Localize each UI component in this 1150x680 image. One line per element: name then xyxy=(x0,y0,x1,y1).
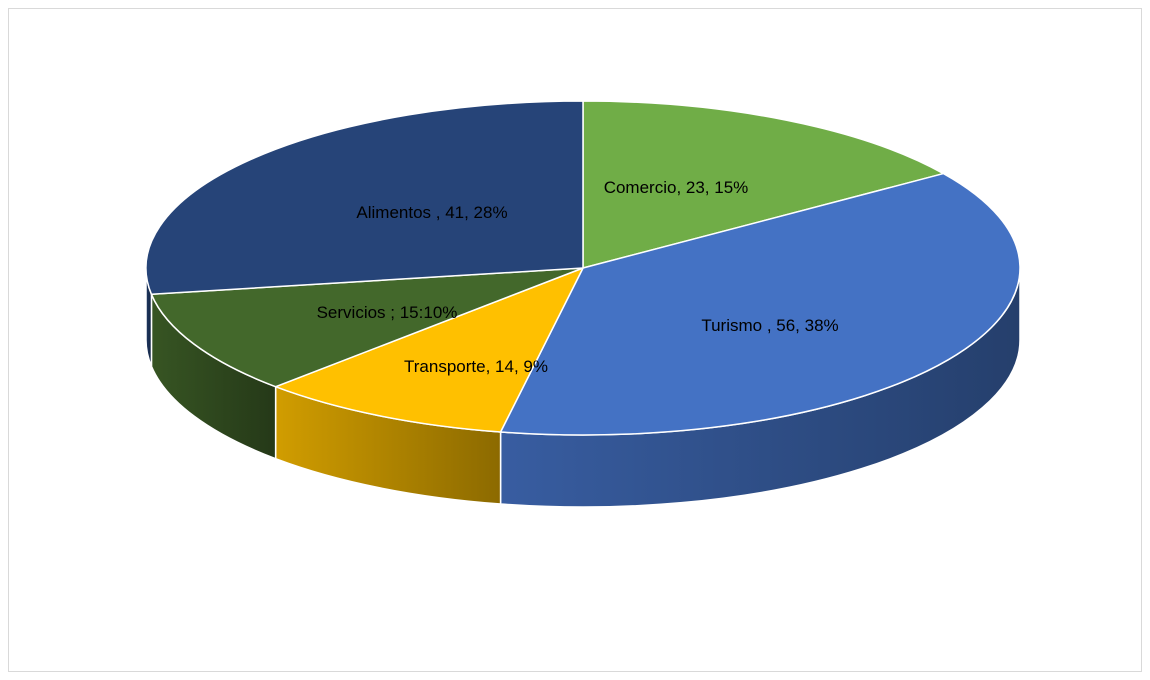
pie-labels: Comercio, 23, 15% Turismo , 56, 38% Transp… xyxy=(317,178,839,376)
pie-slice-alimentos xyxy=(145,100,584,296)
pie-slice-turismo xyxy=(499,172,1021,436)
pie-slices xyxy=(145,100,1021,436)
pie-slice-comercio xyxy=(582,100,945,269)
data-label-comercio: Comercio, 23, 15% xyxy=(604,178,749,197)
data-label-transporte: Transporte, 14, 9% xyxy=(404,357,548,376)
data-label-turismo: Turismo , 56, 38% xyxy=(701,316,838,335)
pie-slice-servicios xyxy=(150,267,584,388)
pie-slice-transporte xyxy=(274,267,584,433)
data-label-alimentos: Alimentos , 41, 28% xyxy=(356,203,507,222)
data-label-servicios: Servicios ; 15:10% xyxy=(317,303,458,322)
